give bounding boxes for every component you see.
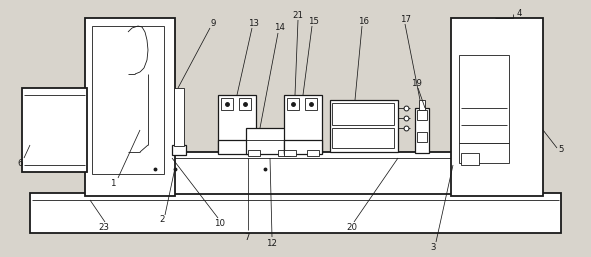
Bar — [461, 153, 479, 165]
Bar — [22, 88, 87, 172]
Text: 7: 7 — [244, 233, 250, 242]
Text: 15: 15 — [309, 16, 320, 25]
Bar — [92, 26, 164, 174]
Bar — [417, 132, 427, 142]
Text: 14: 14 — [274, 23, 285, 32]
Text: 10: 10 — [215, 218, 226, 227]
Bar — [110, 152, 480, 194]
Bar — [172, 145, 186, 155]
Bar — [284, 150, 296, 156]
Text: 16: 16 — [359, 16, 369, 25]
Bar — [218, 95, 256, 153]
Bar — [307, 150, 319, 156]
Bar — [248, 150, 260, 156]
Bar — [30, 193, 561, 233]
Text: 12: 12 — [267, 238, 278, 247]
Bar — [419, 100, 425, 110]
Bar — [459, 55, 509, 143]
Text: 20: 20 — [346, 224, 358, 233]
Text: 5: 5 — [558, 145, 564, 154]
Text: 19: 19 — [411, 78, 421, 87]
Text: 21: 21 — [293, 11, 304, 20]
Bar — [451, 18, 543, 196]
Text: 2: 2 — [159, 216, 165, 225]
Text: 4: 4 — [517, 10, 522, 19]
Bar — [239, 98, 251, 110]
Bar — [332, 103, 394, 125]
Bar — [417, 110, 427, 120]
Bar — [174, 88, 184, 146]
Bar — [287, 98, 299, 110]
Bar — [330, 100, 398, 152]
Bar — [85, 18, 175, 196]
Text: 1: 1 — [111, 179, 116, 188]
Text: 6: 6 — [17, 159, 22, 168]
Bar — [278, 150, 290, 156]
Bar — [332, 128, 394, 148]
Text: 3: 3 — [430, 243, 436, 252]
Bar — [305, 98, 317, 110]
Text: 13: 13 — [248, 19, 259, 27]
Text: 17: 17 — [401, 14, 411, 23]
Bar — [221, 98, 233, 110]
Bar — [415, 108, 429, 153]
Text: 9: 9 — [210, 20, 216, 29]
Bar — [284, 95, 322, 153]
Text: 23: 23 — [99, 224, 109, 233]
Bar — [246, 128, 292, 154]
Bar — [284, 140, 322, 154]
Bar — [218, 140, 256, 154]
Bar — [459, 143, 509, 163]
